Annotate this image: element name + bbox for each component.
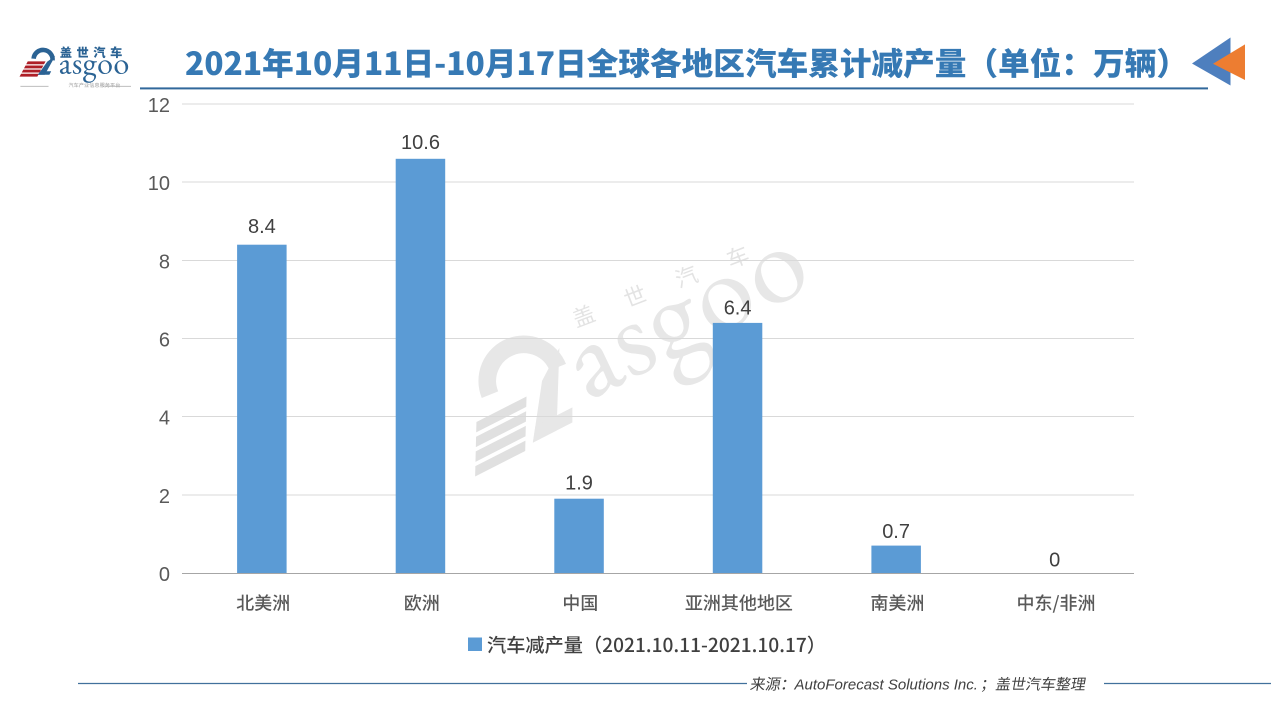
svg-text:6.4: 6.4 (724, 298, 752, 320)
svg-text:0: 0 (159, 564, 170, 586)
svg-text:6: 6 (159, 330, 170, 352)
svg-text:AutoForecast Solutions Inc.: AutoForecast Solutions Inc. (794, 677, 978, 694)
svg-text:10.6: 10.6 (401, 132, 440, 154)
svg-text:0.7: 0.7 (882, 521, 910, 543)
svg-text:8.4: 8.4 (248, 216, 276, 238)
svg-text:12: 12 (148, 95, 170, 117)
svg-text:0: 0 (1049, 550, 1060, 572)
svg-text:1.9: 1.9 (565, 473, 593, 495)
svg-text:10: 10 (148, 173, 170, 195)
svg-text:4: 4 (159, 408, 170, 430)
svg-text:8: 8 (159, 251, 170, 273)
svg-text:2: 2 (159, 486, 170, 508)
